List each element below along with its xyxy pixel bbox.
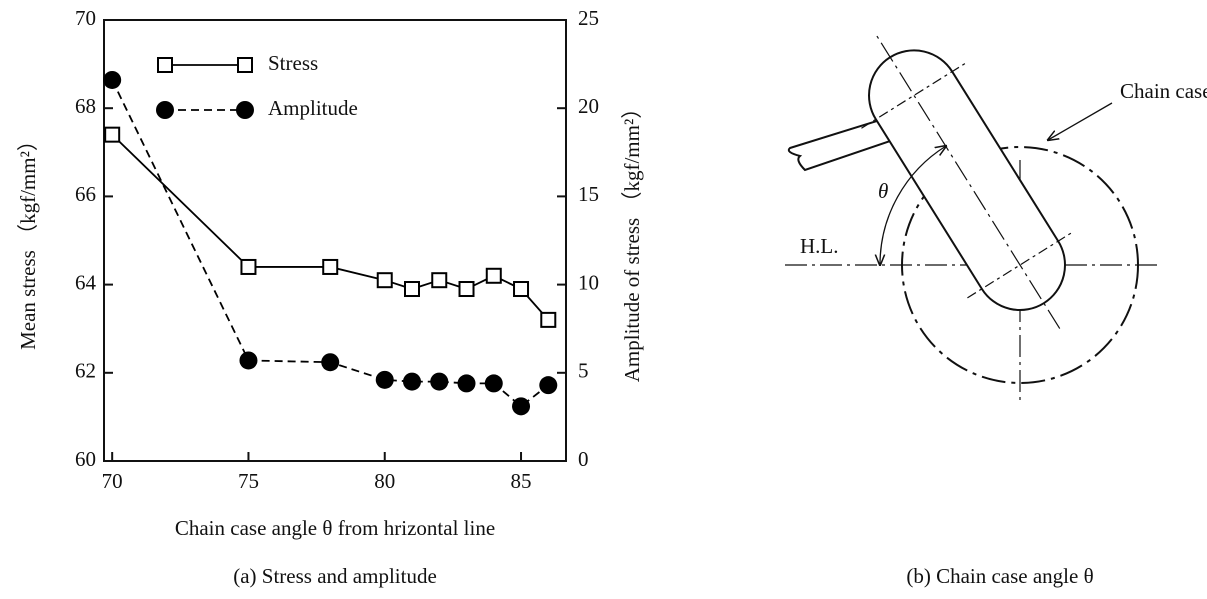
y-tick-label: 68 xyxy=(75,94,96,118)
data-point xyxy=(513,281,530,298)
leader-arrow xyxy=(1048,102,1113,140)
chain-case-label: Chain case xyxy=(1120,79,1207,103)
data-point xyxy=(484,374,503,393)
x-tick-label: 85 xyxy=(511,469,532,493)
plot-frame xyxy=(103,19,567,462)
series-line xyxy=(111,134,549,321)
x-tick-label: 80 xyxy=(374,469,395,493)
y-tick-label: 60 xyxy=(75,447,96,471)
data-point xyxy=(403,372,421,391)
y2-tick-label: 15 xyxy=(578,182,599,206)
y-tick-label: 66 xyxy=(75,182,96,206)
x-tick-label: 70 xyxy=(102,469,123,493)
data-point xyxy=(431,272,448,289)
x-tick-label: 75 xyxy=(238,469,259,493)
y-tick-label: 70 xyxy=(75,6,96,30)
y2-axis-label: Amplitude of stress （kgf/mm²） xyxy=(620,98,644,383)
data-point xyxy=(457,374,476,393)
theta-arc xyxy=(880,146,946,265)
data-point xyxy=(104,126,121,143)
data-point xyxy=(539,376,558,395)
y2-tick-label: 20 xyxy=(578,94,599,118)
legend-marker xyxy=(156,101,174,119)
legend-label: Stress xyxy=(268,51,318,75)
caption: (a) Stress and amplitude xyxy=(233,564,437,588)
data-point xyxy=(404,281,420,298)
data-point xyxy=(540,311,557,328)
data-point xyxy=(239,351,258,370)
y2-tick-label: 0 xyxy=(578,447,589,471)
data-point xyxy=(458,281,475,298)
y-tick-label: 62 xyxy=(75,359,96,383)
legend-marker xyxy=(236,101,254,119)
data-point xyxy=(240,258,257,275)
data-point xyxy=(485,267,502,284)
data-point xyxy=(375,370,394,389)
data-point xyxy=(376,272,393,289)
y2-tick-label: 5 xyxy=(578,359,589,383)
diagram xyxy=(785,35,1158,400)
legend-marker xyxy=(157,57,173,73)
y-tick-label: 64 xyxy=(75,270,97,294)
data-point xyxy=(322,258,339,275)
hl-label: H.L. xyxy=(800,234,839,258)
data-point xyxy=(512,397,531,416)
arm xyxy=(787,118,895,172)
series-line xyxy=(111,79,549,408)
data-point xyxy=(430,372,449,391)
diagram-caption: (b) Chain case angle θ xyxy=(906,564,1093,588)
x-axis-label: Chain case angle θ from hrizontal line xyxy=(175,516,495,540)
y2-tick-label: 10 xyxy=(578,270,599,294)
legend-marker xyxy=(237,57,253,73)
data-point xyxy=(103,70,122,89)
y2-tick-label: 25 xyxy=(578,6,599,30)
y-axis-label: Mean stress （kgf/mm²） xyxy=(16,130,40,350)
data-point xyxy=(321,353,340,372)
legend-label: Amplitude xyxy=(268,96,358,120)
chain-case xyxy=(861,35,1073,329)
theta-label: θ xyxy=(878,179,888,203)
